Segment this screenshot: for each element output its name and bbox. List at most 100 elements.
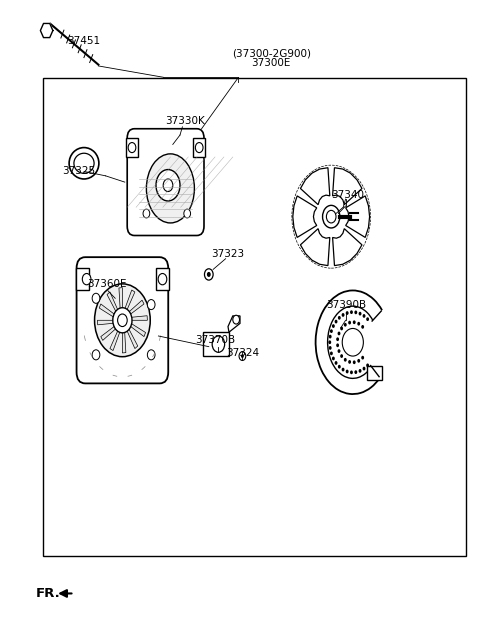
Text: 37370B: 37370B	[195, 335, 235, 345]
Polygon shape	[101, 326, 116, 340]
Polygon shape	[40, 23, 53, 38]
Text: 37300E: 37300E	[252, 58, 291, 68]
Circle shape	[357, 322, 360, 325]
Polygon shape	[127, 328, 138, 349]
Circle shape	[350, 371, 353, 374]
Circle shape	[361, 325, 364, 328]
Polygon shape	[129, 300, 144, 315]
Bar	[203, 332, 229, 356]
Text: 37390B: 37390B	[326, 300, 367, 310]
Circle shape	[207, 272, 211, 277]
Circle shape	[163, 179, 173, 192]
Bar	[367, 366, 382, 380]
Circle shape	[366, 317, 369, 321]
Text: FR.: FR.	[36, 587, 61, 600]
Circle shape	[156, 170, 180, 201]
Circle shape	[143, 209, 150, 218]
Polygon shape	[110, 330, 120, 350]
Circle shape	[329, 346, 332, 350]
Circle shape	[335, 320, 337, 323]
Circle shape	[147, 300, 155, 310]
Circle shape	[335, 361, 337, 365]
Circle shape	[330, 329, 333, 333]
Text: 37451: 37451	[67, 36, 101, 46]
Circle shape	[353, 360, 356, 364]
Circle shape	[330, 352, 333, 355]
Circle shape	[113, 308, 132, 333]
Polygon shape	[346, 196, 370, 237]
Circle shape	[350, 310, 353, 314]
Circle shape	[328, 340, 331, 344]
Polygon shape	[130, 323, 145, 337]
Ellipse shape	[69, 148, 99, 179]
Polygon shape	[333, 229, 362, 266]
Circle shape	[359, 311, 361, 315]
Polygon shape	[125, 290, 135, 310]
Circle shape	[338, 365, 341, 369]
Circle shape	[361, 356, 364, 360]
Circle shape	[233, 315, 240, 324]
Circle shape	[241, 354, 244, 358]
Circle shape	[128, 143, 136, 153]
Text: 37340: 37340	[332, 190, 364, 200]
Circle shape	[348, 360, 351, 364]
Polygon shape	[97, 320, 114, 325]
Circle shape	[332, 324, 335, 328]
Circle shape	[336, 337, 339, 341]
Polygon shape	[228, 316, 240, 332]
Ellipse shape	[146, 154, 194, 223]
Circle shape	[346, 370, 348, 374]
Bar	[156, 268, 169, 290]
Circle shape	[344, 358, 347, 362]
Circle shape	[337, 349, 340, 353]
Circle shape	[348, 321, 351, 325]
Circle shape	[83, 274, 91, 285]
Circle shape	[332, 357, 335, 360]
Circle shape	[366, 364, 369, 367]
Text: 37325: 37325	[61, 166, 95, 176]
Circle shape	[336, 344, 339, 347]
Circle shape	[346, 311, 348, 315]
Circle shape	[362, 314, 365, 318]
Circle shape	[344, 323, 347, 327]
Text: (37300-2G900): (37300-2G900)	[232, 48, 311, 58]
Circle shape	[340, 327, 343, 330]
Polygon shape	[122, 331, 126, 353]
Circle shape	[147, 350, 155, 360]
Circle shape	[204, 269, 213, 280]
Circle shape	[342, 368, 345, 372]
Bar	[75, 268, 89, 290]
Circle shape	[118, 314, 127, 327]
Circle shape	[92, 350, 100, 360]
Polygon shape	[333, 168, 362, 205]
FancyBboxPatch shape	[127, 129, 204, 236]
Circle shape	[353, 320, 356, 324]
Circle shape	[342, 313, 345, 317]
Circle shape	[354, 371, 357, 374]
Circle shape	[195, 143, 203, 153]
Bar	[193, 138, 205, 157]
Circle shape	[326, 210, 336, 223]
Polygon shape	[300, 168, 330, 205]
Circle shape	[359, 369, 361, 373]
Polygon shape	[131, 316, 147, 320]
Bar	[126, 138, 138, 157]
Polygon shape	[300, 229, 330, 266]
Circle shape	[337, 332, 340, 335]
Text: 37324: 37324	[226, 348, 259, 358]
Polygon shape	[99, 304, 115, 317]
Circle shape	[354, 310, 357, 314]
Circle shape	[357, 359, 360, 363]
Circle shape	[239, 352, 246, 360]
Circle shape	[95, 284, 150, 357]
Circle shape	[323, 205, 340, 228]
Circle shape	[184, 209, 191, 218]
Text: 37360E: 37360E	[87, 279, 126, 290]
FancyBboxPatch shape	[77, 257, 168, 383]
Circle shape	[362, 367, 365, 371]
Circle shape	[212, 336, 225, 352]
Circle shape	[329, 335, 332, 338]
Polygon shape	[119, 288, 122, 310]
Polygon shape	[107, 292, 118, 312]
Text: 37330K: 37330K	[165, 116, 204, 126]
